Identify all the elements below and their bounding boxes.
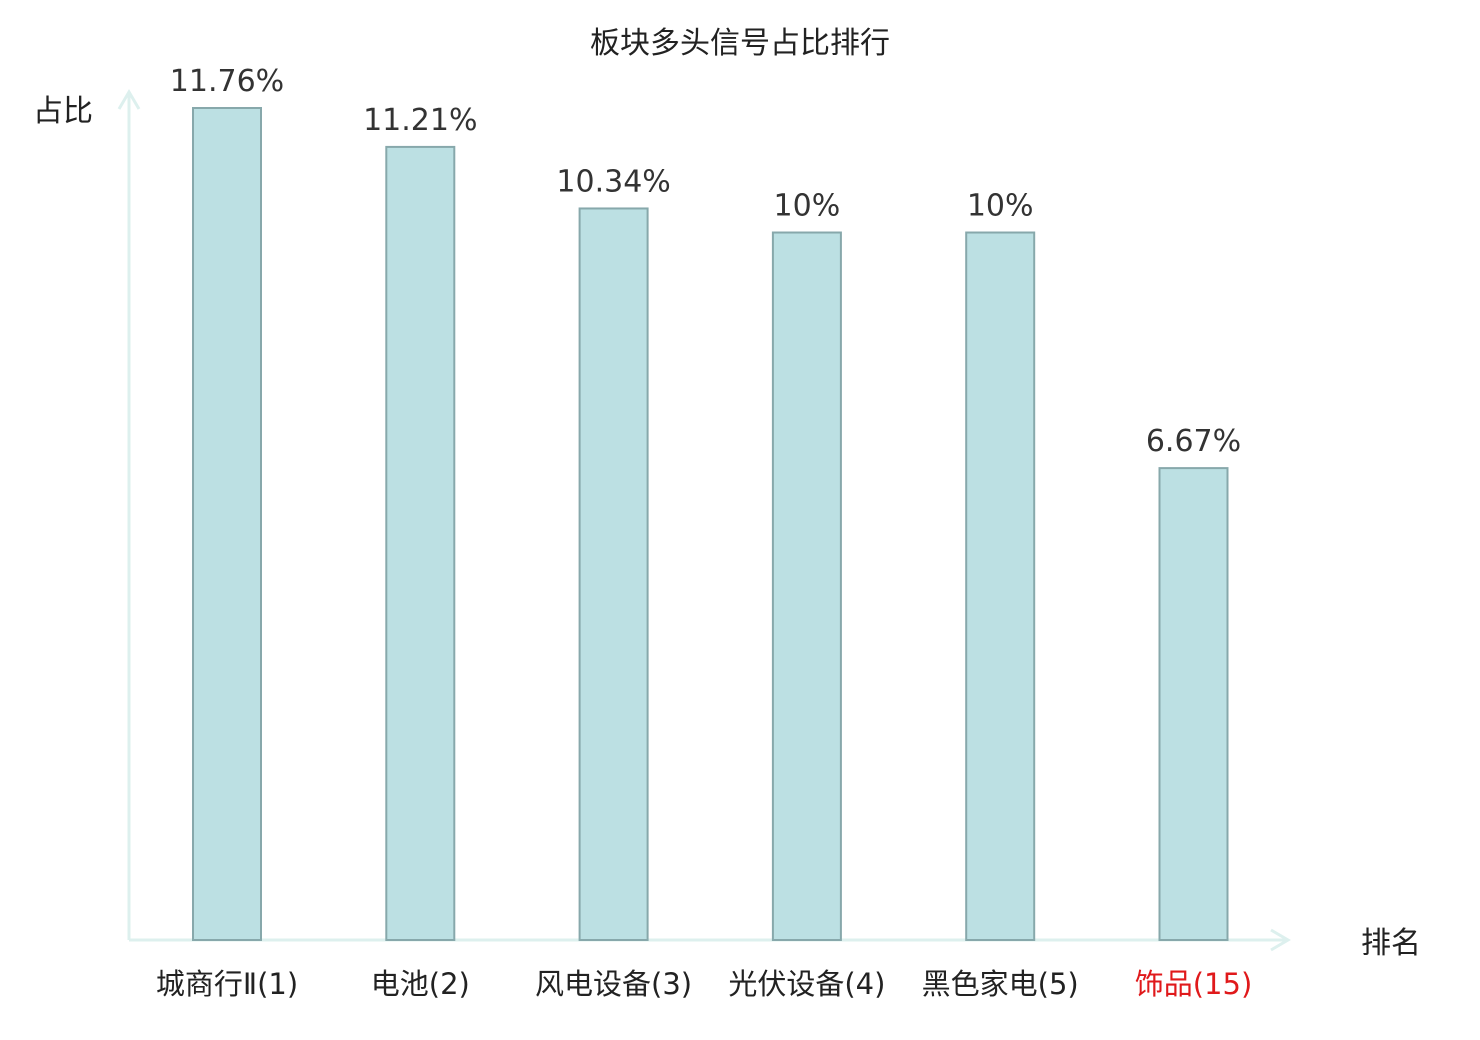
bar (192, 107, 262, 941)
category-tick-label: 饰品(15) (1135, 967, 1253, 1001)
bar (771, 231, 842, 941)
bar-value-label: 6.67% (1146, 424, 1241, 459)
bar-value-label: 11.76% (170, 64, 284, 99)
chart-title: 板块多头信号占比排行 (590, 26, 890, 61)
category-tick-label: 电池(2) (371, 967, 470, 1001)
x-axis-arrowhead (1270, 928, 1291, 952)
bar-value-label: 10% (967, 189, 1034, 224)
x-axis-label: 排名 (1361, 926, 1421, 961)
y-axis-arrowhead (117, 89, 141, 110)
x-axis (129, 928, 1291, 952)
bar (1158, 467, 1229, 941)
bar-value-label: 11.21% (363, 103, 477, 138)
category-tick-label: 黑色家电(5) (922, 967, 1079, 1001)
bar-value-label: 10.34% (556, 164, 670, 199)
bar (965, 231, 1036, 941)
bar (578, 207, 649, 941)
y-axis (117, 89, 141, 940)
category-tick-label: 风电设备(3) (535, 967, 692, 1001)
bars-group: 11.76% 城商行Ⅱ(1) 11.21% 电池(2) 10.34% 风电设备(3) 10%… (156, 64, 1252, 1001)
category-tick-label: 光伏设备(4) (728, 967, 885, 1001)
bar-value-label: 10% (774, 189, 841, 224)
bar (385, 145, 456, 941)
y-axis-label: 占比 (33, 94, 93, 129)
category-tick-label: 城商行Ⅱ(1) (156, 967, 298, 1001)
